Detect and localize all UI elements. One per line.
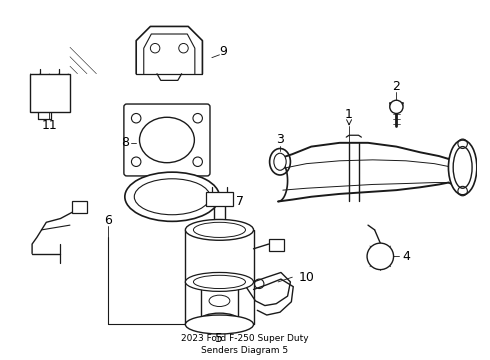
Ellipse shape — [194, 275, 245, 289]
Ellipse shape — [274, 153, 286, 170]
Ellipse shape — [185, 315, 253, 334]
Bar — [269, 239, 284, 251]
Text: 7: 7 — [236, 195, 245, 208]
Circle shape — [367, 243, 393, 270]
FancyBboxPatch shape — [124, 104, 210, 176]
Ellipse shape — [200, 313, 238, 327]
Ellipse shape — [448, 140, 477, 195]
Text: 4: 4 — [402, 250, 410, 263]
Ellipse shape — [453, 147, 472, 188]
Text: 3: 3 — [276, 134, 284, 147]
Text: 5: 5 — [216, 332, 223, 345]
Bar — [206, 192, 233, 206]
Ellipse shape — [140, 117, 195, 163]
Ellipse shape — [185, 273, 253, 291]
Bar — [30, 74, 70, 112]
Bar — [72, 202, 87, 213]
Ellipse shape — [134, 179, 210, 215]
Text: 2: 2 — [392, 80, 400, 93]
Text: 10: 10 — [298, 271, 315, 284]
Ellipse shape — [185, 220, 253, 240]
Ellipse shape — [209, 295, 230, 306]
Ellipse shape — [270, 148, 291, 175]
Text: 1: 1 — [345, 108, 353, 125]
Ellipse shape — [125, 172, 220, 221]
Text: 11: 11 — [41, 119, 57, 132]
Text: 9: 9 — [220, 45, 227, 58]
Text: 6: 6 — [104, 214, 112, 227]
Circle shape — [390, 100, 403, 113]
Ellipse shape — [194, 222, 245, 238]
Text: 8: 8 — [121, 136, 129, 149]
Text: 2023 Ford F-250 Super Duty
Senders Diagram 5: 2023 Ford F-250 Super Duty Senders Diagr… — [181, 334, 309, 355]
